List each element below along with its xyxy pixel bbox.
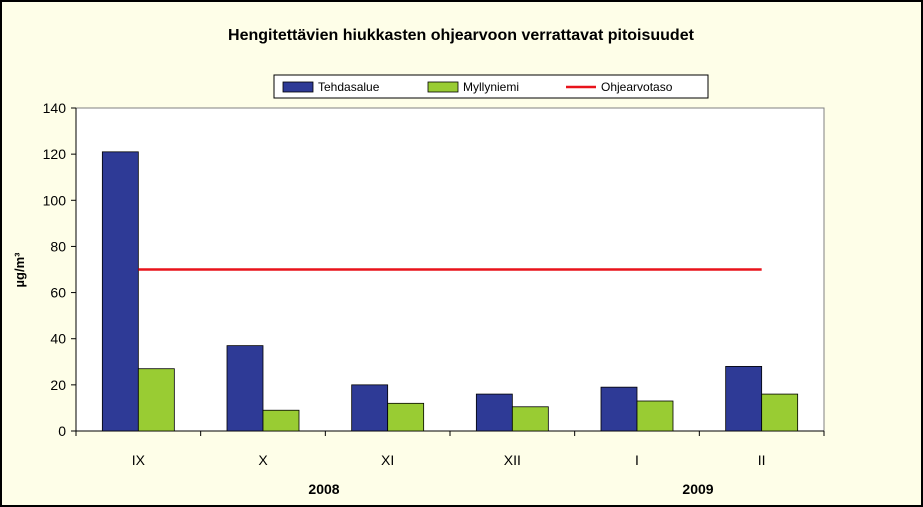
bar-tehdasalue [475, 393, 513, 432]
bar-myllyniemi [761, 393, 799, 432]
y-tick-label: 60 [50, 285, 66, 301]
legend-swatch-tehdasalue [282, 81, 314, 93]
y-tick-label: 20 [50, 377, 66, 393]
bar-myllyniemi [511, 406, 549, 432]
legend-box [273, 74, 709, 99]
bars [101, 151, 799, 432]
bar-tehdasalue [725, 365, 763, 432]
y-tick-label: 80 [50, 238, 66, 254]
y-tick-label: 0 [58, 423, 66, 439]
year-label-2008: 2008 [308, 481, 339, 497]
y-tick-label: 100 [43, 192, 67, 208]
bar-tehdasalue [226, 345, 264, 432]
year-label-2009: 2009 [682, 481, 713, 497]
chart-title: Hengitettävien hiukkasten ohjearvoon ver… [228, 27, 695, 44]
x-tick-label: II [758, 452, 766, 468]
legend-label-tehdasalue: Tehdasalue [318, 80, 380, 94]
y-tick-label: 40 [50, 331, 66, 347]
legend-label-myllyniemi: Myllyniemi [463, 80, 519, 94]
x-tick-label: IX [132, 452, 146, 468]
x-tick-label: XI [381, 452, 394, 468]
legend-label-ohjearvotaso: Ohjearvotaso [601, 80, 673, 94]
bar-tehdasalue [101, 151, 139, 432]
bar-tehdasalue [600, 386, 638, 432]
bar-myllyniemi [262, 409, 300, 432]
x-tick-label: X [258, 452, 268, 468]
legend-swatch-myllyniemi [427, 81, 459, 93]
x-tick-label: XII [504, 452, 521, 468]
y-axis-title: µg/m³ [12, 252, 27, 288]
bar-myllyniemi [387, 402, 425, 432]
bar-myllyniemi [137, 368, 175, 432]
legend: Tehdasalue Myllyniemi Ohjearvotaso [273, 74, 709, 99]
y-tick-label: 120 [43, 146, 67, 162]
y-tick-label: 140 [43, 100, 67, 116]
bar-myllyniemi [636, 400, 674, 432]
x-tick-label: I [635, 452, 639, 468]
bar-tehdasalue [351, 384, 389, 432]
